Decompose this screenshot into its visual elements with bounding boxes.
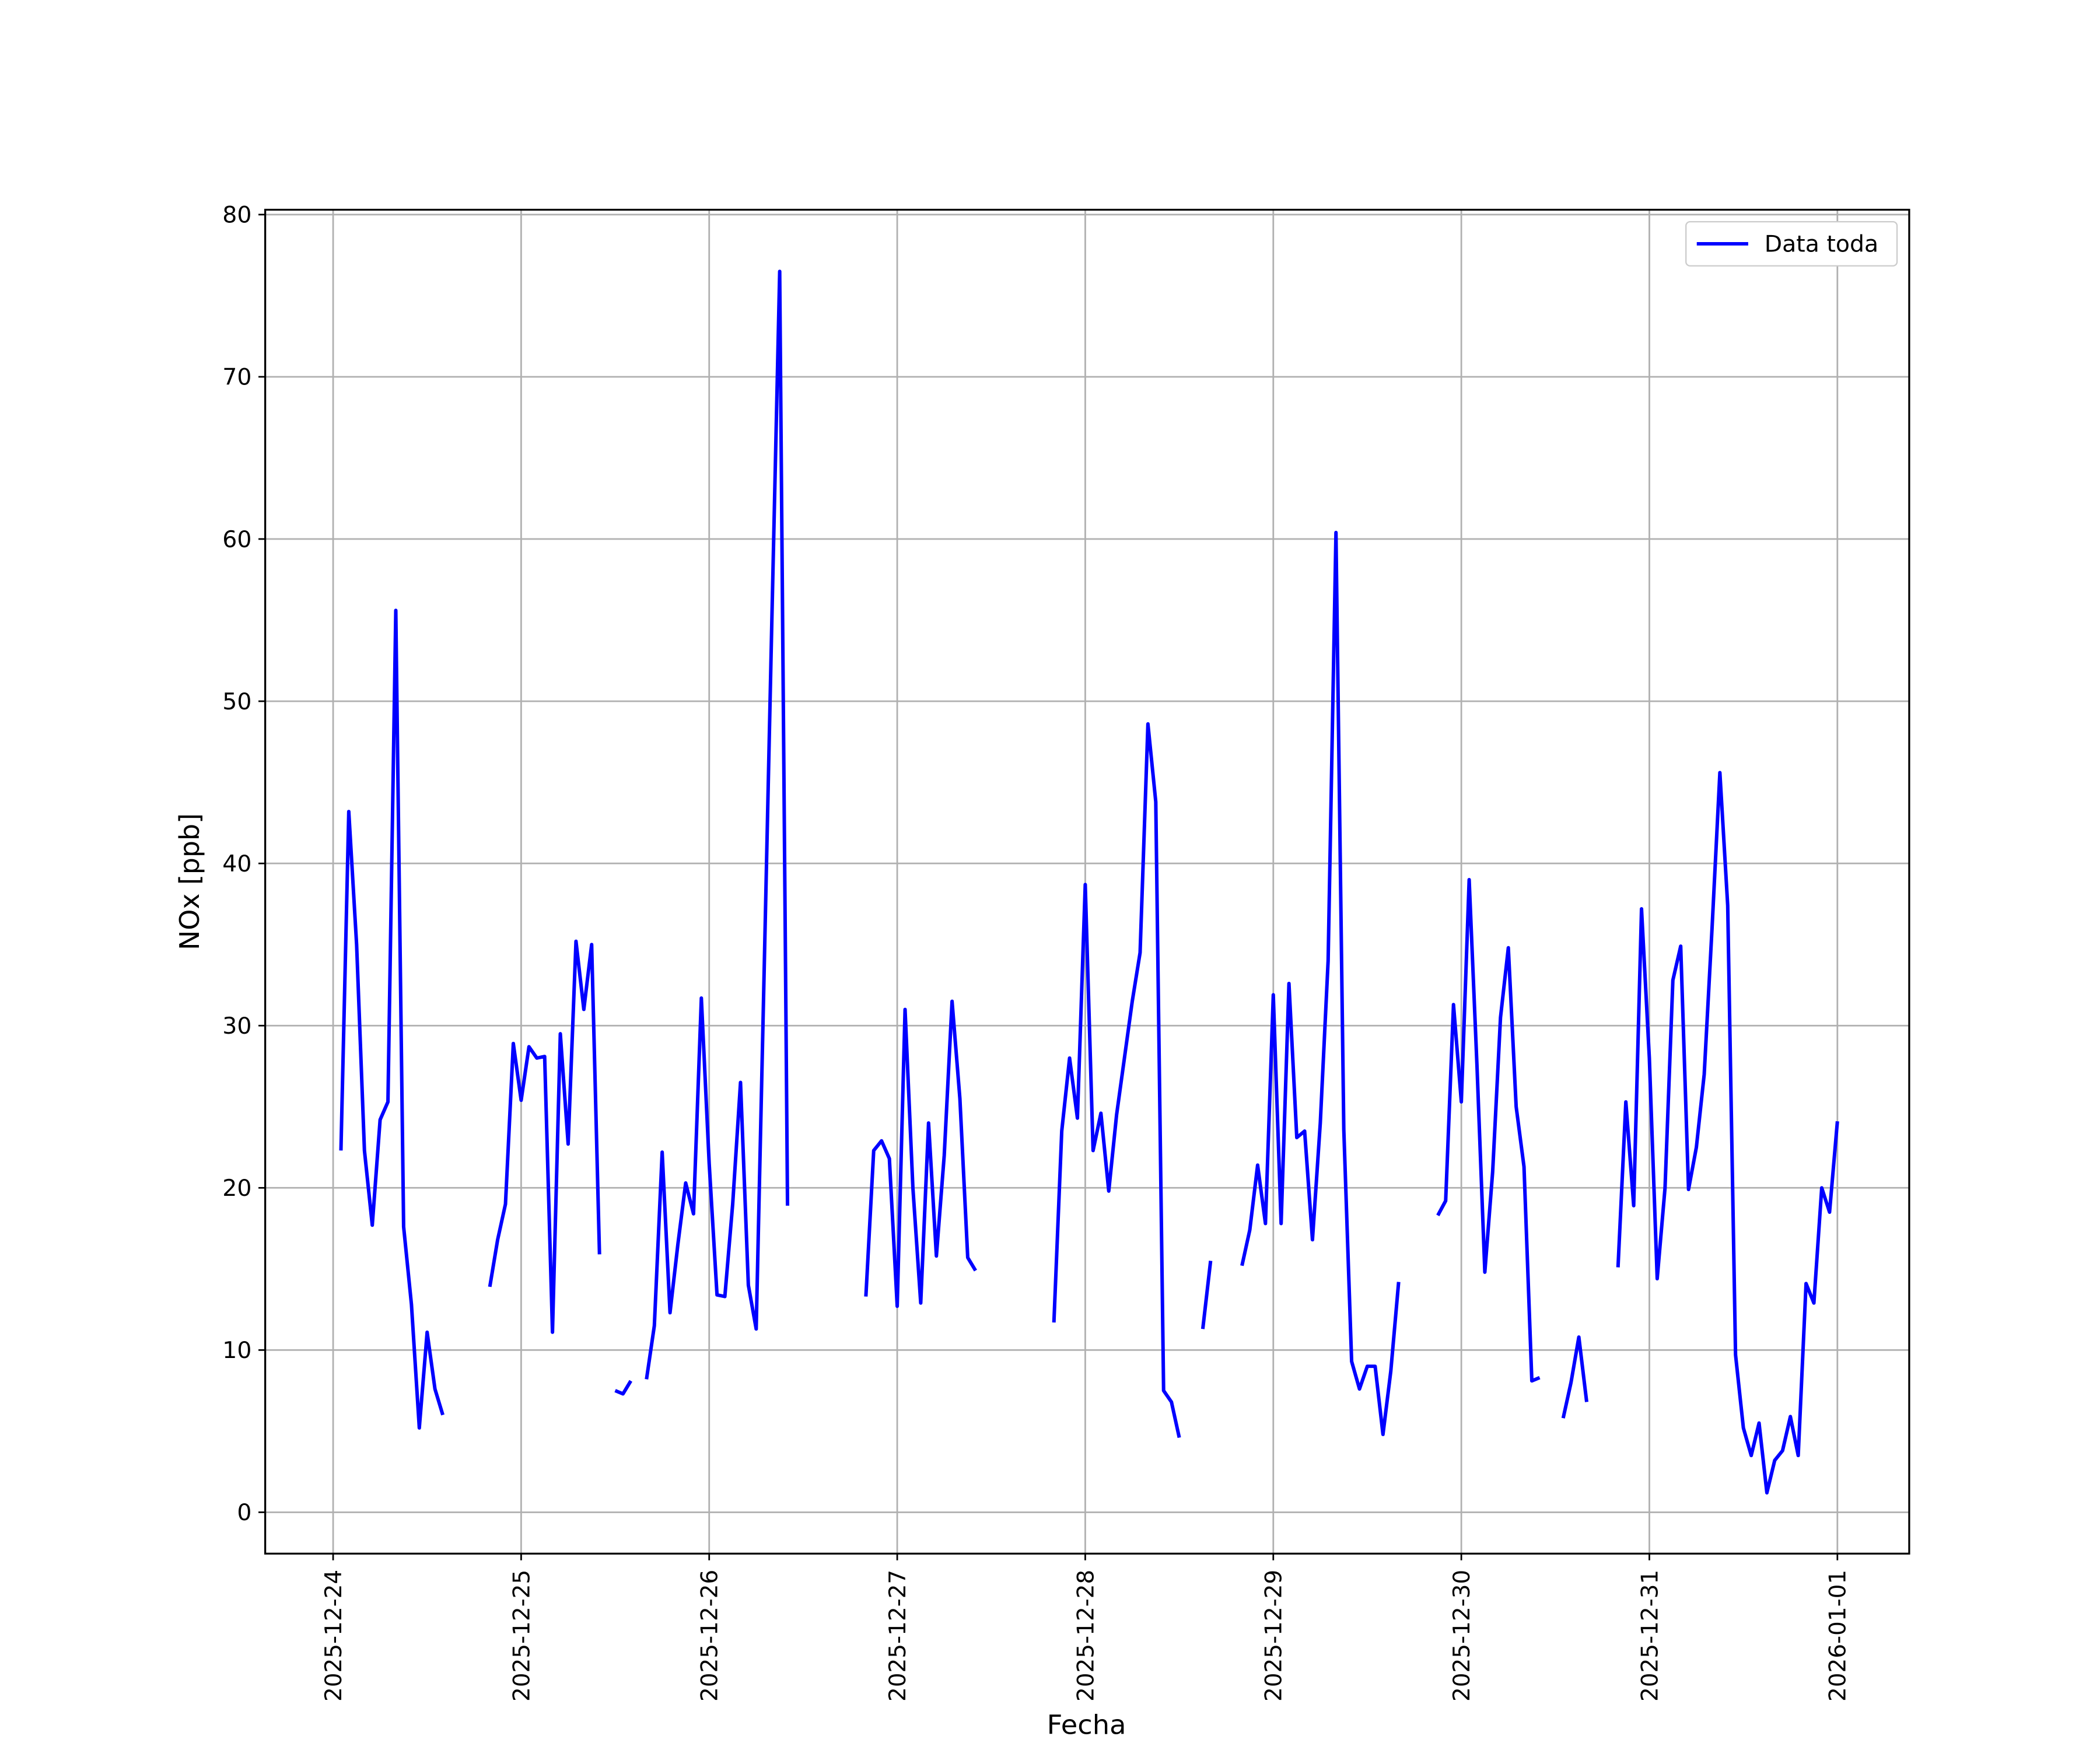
y-tick-label: 40 (222, 851, 251, 877)
y-tick-label: 70 (222, 365, 251, 391)
x-tick-label: 2025-12-26 (696, 1570, 723, 1702)
x-tick-label: 2025-12-31 (1637, 1570, 1663, 1702)
y-axis-label: NOx [ppb] (174, 813, 205, 950)
y-tick-label: 0 (237, 1500, 251, 1526)
x-tick-label: 2025-12-24 (321, 1570, 347, 1702)
y-tick-label: 50 (222, 689, 251, 715)
legend-label: Data toda (1765, 232, 1878, 258)
y-tick-label: 60 (222, 527, 251, 553)
plot-frame (264, 208, 1910, 1555)
data-line (339, 270, 1839, 1495)
y-tick-label: 10 (222, 1338, 251, 1364)
x-tick-label: 2026-01-01 (1825, 1570, 1852, 1702)
x-axis-label: Fecha (1047, 1709, 1126, 1741)
y-tick-label: 30 (222, 1013, 251, 1040)
x-tick-label: 2025-12-27 (885, 1570, 911, 1702)
y-tick-label: 20 (222, 1175, 251, 1202)
y-tick-label: 80 (222, 202, 251, 229)
x-tick-label: 2025-12-25 (509, 1570, 535, 1702)
x-tick-label: 2025-12-30 (1449, 1570, 1475, 1702)
x-tick-label: 2025-12-29 (1261, 1570, 1287, 1702)
legend-box (1685, 221, 1898, 267)
x-tick-label: 2025-12-28 (1073, 1570, 1099, 1702)
